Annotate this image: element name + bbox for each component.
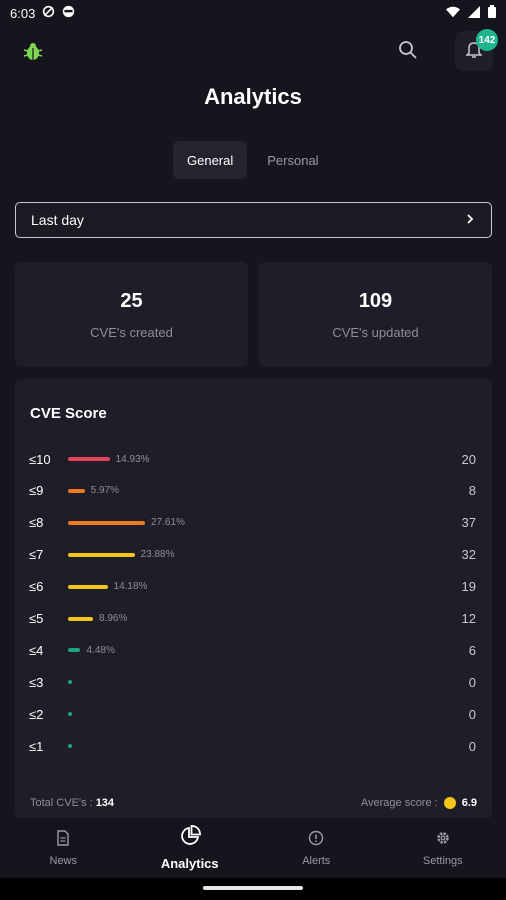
total-cves-value: 134 [95,797,115,809]
score-row-bar [68,584,108,589]
score-row-percent: 5.97% [90,485,119,497]
score-row-percent: 14.93% [115,453,150,465]
cve-score-row: ≤1 0 [15,736,492,756]
bug-logo-icon[interactable] [22,40,44,62]
tab-bar: General Personal [173,141,333,179]
search-icon[interactable] [398,40,420,62]
score-row-label: ≤3 [29,674,44,690]
score-row-label: ≤7 [29,547,44,563]
average-score-dot [443,797,456,809]
average-score-label: Average score : [360,797,438,809]
status-time: 6:03 [10,5,36,21]
average-score: Average score : 6.9 [361,797,477,809]
battery-icon [488,5,496,21]
score-row-bar [68,648,81,653]
score-row-percent: 23.88% [140,549,175,561]
cves-created-value: 25 [120,289,143,312]
tab-general[interactable]: General [173,141,248,179]
notification-count-badge: 142 [476,29,498,51]
score-row-bar [68,680,72,685]
score-row-percent: 14.18% [113,581,148,593]
wifi-icon [446,6,460,21]
nav-analytics-label: Analytics [160,856,219,871]
document-icon [56,829,70,849]
total-cves-label: Total CVE's : [30,797,93,809]
gear-icon [435,830,451,849]
average-score-value: 6.9 [461,797,477,809]
home-indicator[interactable] [203,886,303,890]
score-row-bar [68,616,93,621]
score-row-bar [68,712,72,717]
cve-score-title: CVE Score [30,405,107,422]
bottom-nav: News Analytics Alerts Settings [0,818,506,878]
period-selector-value: Last day [31,212,84,228]
alert-circle-icon [308,830,324,849]
score-row-label: ≤4 [29,642,44,658]
cve-score-row: ≤10 14.93% 20 [15,449,492,469]
cves-updated-label: CVE's updated [332,324,419,340]
cves-updated-card: 109 CVE's updated [259,262,492,367]
cves-updated-value: 109 [358,289,393,312]
score-row-label: ≤1 [29,738,44,754]
cves-created-label: CVE's created [90,324,173,340]
total-cves: Total CVE's : 134 [30,797,114,809]
score-row-bar [68,457,110,461]
system-gesture-bar [0,878,506,900]
cve-score-row: ≤8 27.61% 37 [15,513,492,533]
chevron-right-icon [465,212,475,228]
nav-news[interactable]: News [0,818,127,878]
nav-alerts[interactable]: Alerts [253,818,380,878]
score-row-count: 0 [468,674,476,690]
score-row-label: ≤6 [29,579,44,595]
score-row-label: ≤9 [29,483,44,499]
nav-analytics[interactable]: Analytics [127,818,254,878]
score-row-count: 0 [468,738,476,754]
cve-score-row: ≤2 0 [15,704,492,724]
app-header: 142 [0,26,506,76]
score-row-label: ≤8 [29,515,44,531]
score-row-bar [68,488,85,493]
nav-settings-label: Settings [422,854,463,867]
cve-score-row: ≤9 5.97% 8 [15,481,492,501]
cve-score-row: ≤5 8.96% 12 [15,609,492,629]
score-row-percent: 8.96% [98,613,128,624]
period-selector[interactable]: Last day [15,202,492,238]
sync-off-icon [42,5,55,21]
pie-chart-icon [179,825,201,850]
cat-face-icon [62,5,75,21]
score-row-bar [68,552,135,557]
score-row-bar [68,744,72,749]
score-row-count: 0 [468,706,476,722]
score-row-bar [68,520,145,525]
cve-score-row: ≤4 4.48% 6 [15,640,492,660]
tab-personal[interactable]: Personal [267,152,319,168]
score-row-label: ≤10 [29,451,51,467]
score-row-count: 6 [468,642,476,658]
nav-news-label: News [49,854,77,867]
score-row-count: 37 [461,515,476,531]
score-row-count: 32 [461,547,476,563]
nav-settings[interactable]: Settings [380,818,506,878]
cve-score-footer: Total CVE's : 134 Average score : 6.9 [30,797,477,809]
score-row-count: 20 [461,451,476,467]
cve-score-row: ≤7 23.88% 32 [15,545,492,565]
cve-score-card: CVE Score ≤10 14.93% 20 ≤9 5.97% 8 ≤8 27.61% 37 ≤… [15,379,492,819]
cves-created-card: 25 CVE's created [15,262,248,367]
cve-score-row: ≤3 0 [15,672,492,692]
score-row-percent: 27.61% [151,517,185,529]
score-row-label: ≤2 [29,706,44,722]
cve-score-row: ≤6 14.18% 19 [15,577,492,597]
score-row-count: 19 [461,579,476,595]
score-row-count: 8 [468,483,476,499]
signal-icon [468,5,480,21]
score-row-percent: 4.48% [86,644,115,656]
page-title: Analytics [204,84,302,109]
score-row-count: 12 [461,611,476,626]
score-row-label: ≤5 [29,611,44,626]
nav-alerts-label: Alerts [302,854,331,867]
status-bar: 6:03 [0,0,506,26]
